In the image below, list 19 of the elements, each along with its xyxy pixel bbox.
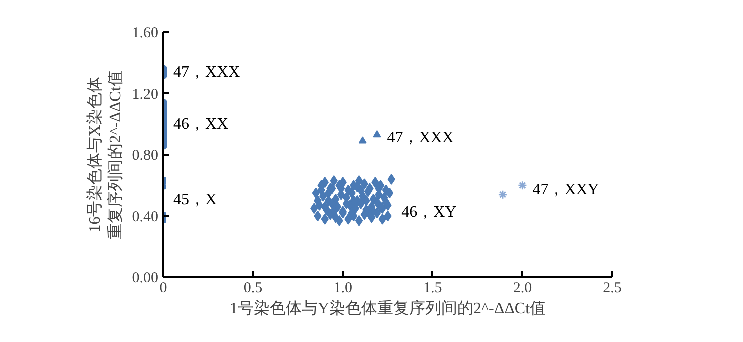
y-tick-label: 0.40 xyxy=(132,209,158,226)
y-tick-label: 1.60 xyxy=(132,26,158,42)
annotation: 47，XXX xyxy=(387,130,454,147)
y-tick-label: 1.20 xyxy=(132,86,158,103)
annotation: 45，X xyxy=(174,192,218,209)
x-tick-label: 1.5 xyxy=(424,280,442,296)
annotation: 46，XX xyxy=(174,116,230,133)
x-tick-label: 2.5 xyxy=(603,280,622,296)
x-tick-label: 0 xyxy=(160,280,168,296)
y-tick-label: 0.80 xyxy=(132,148,158,164)
y-axis-title: 16号染色体与X染色体重复序列间的2^-ΔΔCt值 xyxy=(86,70,124,240)
annotation: 47，XXY xyxy=(532,182,600,199)
x-tick-label: 2.0 xyxy=(513,280,532,296)
x-axis-title: 1号染色体与Y染色体重复序列间的2^-ΔΔCt值 xyxy=(230,300,546,318)
y-tick-label: 0.00 xyxy=(132,270,158,286)
annotation: 46，XY xyxy=(402,204,458,222)
x-tick-label: 1.0 xyxy=(334,280,352,296)
annotation: 47，XXX xyxy=(174,64,241,81)
x-tick-label: 0.5 xyxy=(244,280,263,296)
